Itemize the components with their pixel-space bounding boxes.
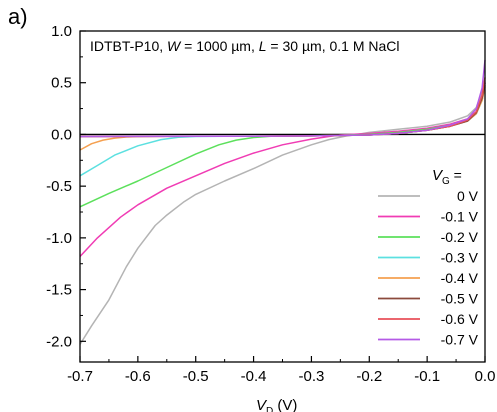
x-tick-label-5: -0.2 <box>356 368 382 385</box>
x-tick-label-4: -0.3 <box>298 368 324 385</box>
legend-title-suffix: = <box>450 167 462 183</box>
chart-title-part-3: L <box>259 38 267 54</box>
chart-title-part-4: = 30 µm, 0.1 M NaCl <box>267 38 400 54</box>
series-line-0 <box>80 78 485 345</box>
x-axis-label: VD (V) <box>256 397 297 412</box>
x-tick-label-3: -0.4 <box>241 368 267 385</box>
series-line-7 <box>80 60 485 137</box>
legend-label-6: -0.6 V <box>441 311 479 327</box>
series-line-1 <box>80 83 485 257</box>
y-tick-label-2: 0.0 <box>51 126 72 143</box>
y-tick-label-0: 1.0 <box>51 23 72 40</box>
y-tick-label-5: -1.5 <box>46 282 72 299</box>
y-tick-label-6: -2.0 <box>46 333 72 350</box>
x-tick-label-2: -0.5 <box>183 368 209 385</box>
x-tick-label-7: 0.0 <box>475 368 496 385</box>
x-tick-label-6: -0.1 <box>414 368 440 385</box>
legend-label-0: 0 V <box>457 188 479 204</box>
y-tick-label-4: -1.0 <box>46 230 72 247</box>
chart-title-part-0: IDTBT-P10, <box>90 38 167 54</box>
legend-label-2: -0.2 V <box>441 229 479 245</box>
legend-label-4: -0.4 V <box>441 270 479 286</box>
x-axis-label-sub: D <box>266 406 273 412</box>
legend-title: VG = <box>432 167 462 187</box>
series-line-4 <box>80 87 485 150</box>
legend-label-1: -0.1 V <box>441 209 479 225</box>
y-tick-label-1: 0.5 <box>51 75 72 92</box>
chart-title-part-2: = 1000 µm, <box>180 38 259 54</box>
chart-title: IDTBT-P10, W = 1000 µm, L = 30 µm, 0.1 M… <box>90 38 400 54</box>
legend-label-3: -0.3 V <box>441 250 479 266</box>
plot-frame <box>80 31 485 362</box>
legend-label-7: -0.7 V <box>441 332 479 348</box>
x-tick-label-1: -0.6 <box>125 368 151 385</box>
panel-label: a) <box>8 4 28 29</box>
x-tick-label-0: -0.7 <box>67 368 93 385</box>
legend-label-5: -0.5 V <box>441 291 479 307</box>
series-line-6 <box>80 78 485 137</box>
x-axis-label-unit: (V) <box>273 397 297 412</box>
y-tick-label-3: -0.5 <box>46 178 72 195</box>
